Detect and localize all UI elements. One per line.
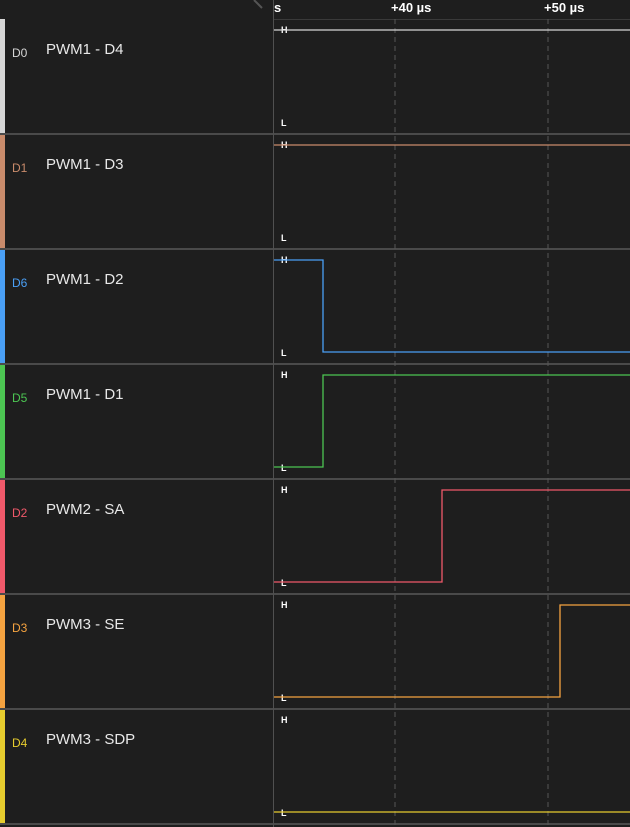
channel-id: D0 bbox=[12, 46, 28, 60]
channel-row-d1[interactable]: D1 PWM1 - D3 bbox=[0, 134, 273, 248]
channel-id: D6 bbox=[12, 276, 28, 290]
channel-color-bar bbox=[0, 364, 5, 478]
channel-row-d0[interactable]: D0 PWM1 - D4 bbox=[0, 19, 273, 133]
channel-name: PWM1 - D2 bbox=[46, 271, 124, 288]
row-separator bbox=[0, 363, 630, 365]
level-label-low: L bbox=[281, 578, 287, 588]
channel-name: PWM1 - D3 bbox=[46, 156, 124, 173]
channel-color-bar bbox=[0, 249, 5, 363]
waveform-d6 bbox=[274, 259, 630, 353]
level-label-low: L bbox=[281, 808, 287, 818]
row-separator bbox=[0, 593, 630, 595]
level-label-low: L bbox=[281, 693, 287, 703]
panel-divider[interactable] bbox=[273, 0, 274, 827]
channel-name: PWM3 - SE bbox=[46, 616, 125, 633]
channel-name: PWM1 - D1 bbox=[46, 386, 124, 403]
channel-id: D3 bbox=[12, 621, 28, 635]
time-label-50us: +50 µs bbox=[544, 0, 585, 15]
channel-row-d5[interactable]: D5 PWM1 - D1 bbox=[0, 364, 273, 478]
resize-handle-icon[interactable] bbox=[250, 0, 268, 10]
waveform-d3 bbox=[274, 604, 630, 698]
channel-row-d6[interactable]: D6 PWM1 - D2 bbox=[0, 249, 273, 363]
row-separator bbox=[0, 478, 630, 480]
level-label-high: H bbox=[281, 600, 288, 610]
channel-color-bar bbox=[0, 19, 5, 133]
channel-id: D1 bbox=[12, 161, 28, 175]
channel-name: PWM2 - SA bbox=[46, 501, 125, 518]
channel-row-d2[interactable]: D2 PWM2 - SA bbox=[0, 479, 273, 593]
level-label-low: L bbox=[281, 118, 287, 128]
time-label-start: s bbox=[274, 0, 282, 15]
channel-color-bar bbox=[0, 479, 5, 593]
channel-color-bar bbox=[0, 709, 5, 823]
waveform-d5 bbox=[274, 374, 630, 468]
row-separator bbox=[0, 133, 630, 135]
channel-color-bar bbox=[0, 594, 5, 708]
row-separator bbox=[0, 823, 630, 825]
waveform-d2 bbox=[274, 489, 630, 583]
channel-row-d4[interactable]: D4 PWM3 - SDP bbox=[0, 709, 273, 823]
level-label-low: L bbox=[281, 348, 287, 358]
channel-id: D2 bbox=[12, 506, 28, 520]
channel-name: PWM3 - SDP bbox=[46, 731, 136, 748]
channel-id: D4 bbox=[12, 736, 28, 750]
level-label-high: H bbox=[281, 485, 288, 495]
row-separator bbox=[0, 248, 630, 250]
time-label-40us: +40 µs bbox=[391, 0, 432, 15]
channel-name: PWM1 - D4 bbox=[46, 41, 124, 58]
channel-row-d3[interactable]: D3 PWM3 - SE bbox=[0, 594, 273, 708]
level-label-high: H bbox=[281, 715, 288, 725]
level-label-high: H bbox=[281, 370, 288, 380]
row-separator bbox=[0, 708, 630, 710]
timeline-ruler[interactable]: s +40 µs +50 µs bbox=[0, 0, 630, 20]
level-label-low: L bbox=[281, 463, 287, 473]
channel-id: D5 bbox=[12, 391, 28, 405]
level-label-low: L bbox=[281, 233, 287, 243]
channel-color-bar bbox=[0, 134, 5, 248]
